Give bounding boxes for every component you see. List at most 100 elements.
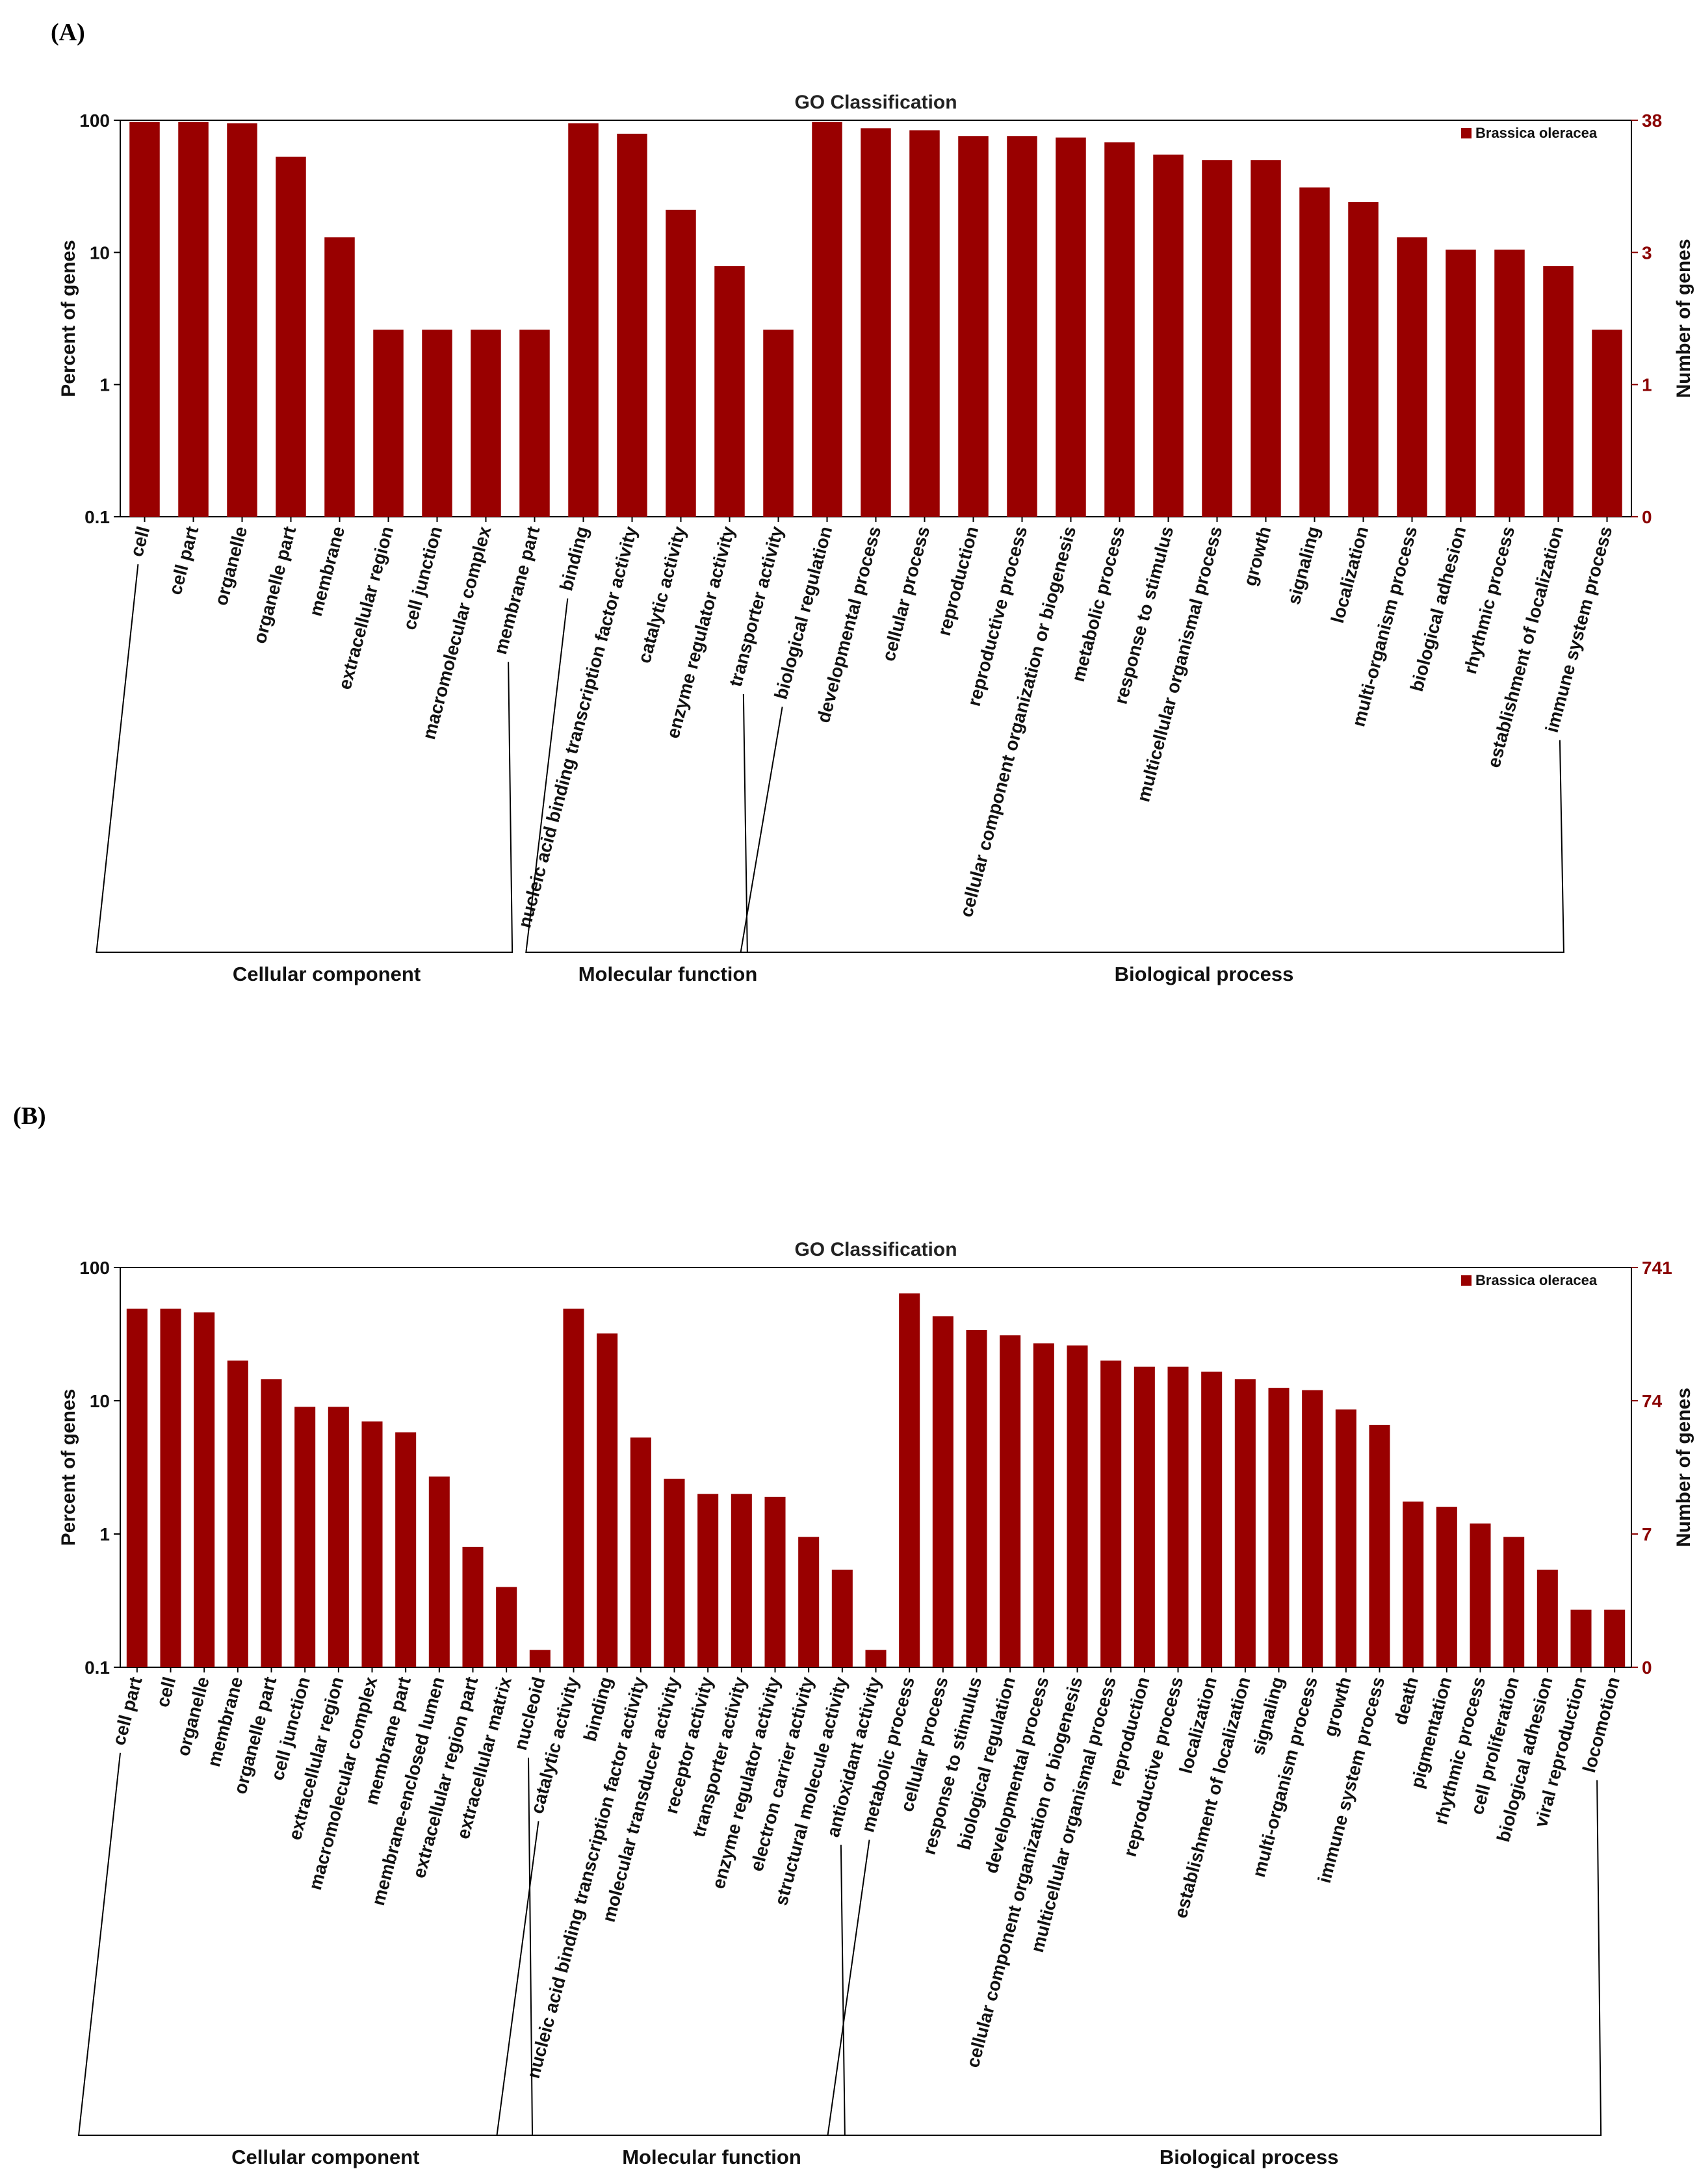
- bar: [1234, 1379, 1256, 1667]
- bar: [1543, 266, 1574, 517]
- category-label: growth: [1239, 525, 1275, 588]
- bar: [361, 1421, 383, 1667]
- category-label: multi-organism process: [1249, 1675, 1321, 1880]
- y-right-tick-label: 3: [1642, 242, 1652, 263]
- group-label: Cellular component: [231, 2146, 419, 2168]
- panel-a-label: (A): [51, 19, 85, 46]
- bar: [1335, 1409, 1356, 1667]
- category-label: catalytic activity: [634, 524, 690, 665]
- bar: [1000, 1335, 1021, 1667]
- legend-label: Brassica oleracea: [1475, 125, 1598, 141]
- bar: [227, 1360, 248, 1667]
- y-tick-label: 0.1: [84, 507, 110, 527]
- category-label: growth: [1320, 1675, 1355, 1739]
- bar: [1302, 1390, 1323, 1667]
- group-bracket: [525, 598, 748, 953]
- category-label: membrane: [305, 525, 349, 619]
- chart-a: GO Classification 100 38 10 3 1 1 0.1 0 Percent o…: [58, 92, 1694, 985]
- category-label: death: [1390, 1675, 1422, 1727]
- bar: [966, 1330, 987, 1667]
- group-label: Molecular function: [622, 2146, 801, 2168]
- y-right-tick-label: 741: [1642, 1258, 1672, 1278]
- legend-swatch: [1461, 128, 1472, 138]
- y-right-tick-label: 7: [1642, 1524, 1652, 1544]
- bar: [630, 1437, 651, 1667]
- y-right-tick-label: 38: [1642, 110, 1662, 131]
- legend-swatch: [1461, 1275, 1472, 1286]
- bar: [276, 157, 306, 517]
- bar: [496, 1587, 517, 1667]
- group-bracket: [740, 707, 1564, 953]
- bar: [471, 330, 501, 517]
- bar: [428, 1476, 450, 1667]
- category-label: metabolic process: [1068, 525, 1129, 684]
- group-label: Cellular component: [233, 963, 421, 985]
- category-label: nucleoid: [510, 1675, 549, 1752]
- group-label: Biological process: [1160, 2146, 1339, 2168]
- bar: [462, 1546, 484, 1667]
- bar: [1348, 202, 1379, 517]
- category-label: cellular component organization or bioge…: [956, 525, 1080, 920]
- bar: [328, 1407, 349, 1667]
- category-label: establishment of localization: [1171, 1675, 1254, 1921]
- bar: [597, 1333, 618, 1667]
- bar: [568, 123, 599, 517]
- category-label: organelle part: [249, 525, 300, 646]
- y-tick-label: 0.1: [84, 1658, 110, 1678]
- y-right-axis-title: Number of genes: [1673, 239, 1694, 398]
- bar: [909, 130, 940, 517]
- y-axis-title: Percent of genes: [58, 1389, 79, 1546]
- bar: [1067, 1345, 1088, 1667]
- bar: [932, 1316, 953, 1667]
- bar: [1056, 137, 1086, 517]
- bar: [1202, 160, 1232, 517]
- group-bracket: [496, 1821, 846, 2136]
- group-bracket: [827, 1780, 1602, 2136]
- bar: [126, 1308, 148, 1667]
- bar: [1436, 1507, 1457, 1667]
- bar: [861, 128, 891, 517]
- legend-label: Brassica oleracea: [1475, 1272, 1598, 1288]
- bar: [1153, 154, 1184, 517]
- bar: [1251, 160, 1281, 517]
- bar: [1100, 1360, 1122, 1667]
- category-label: cell: [126, 525, 153, 559]
- bar: [1007, 136, 1037, 517]
- y-tick-label: 10: [90, 1391, 110, 1411]
- category-label: binding: [580, 1675, 616, 1744]
- y-right-tick-label: 0: [1642, 507, 1652, 527]
- bar: [519, 330, 550, 517]
- group-label: Biological process: [1115, 963, 1294, 985]
- category-label: cell: [152, 1675, 179, 1710]
- bar: [764, 1496, 786, 1667]
- category-label: cell junction: [399, 525, 446, 632]
- bar: [1503, 1537, 1525, 1667]
- bar: [227, 123, 257, 517]
- bar: [1494, 250, 1525, 517]
- bar: [763, 330, 794, 517]
- bar: [865, 1650, 887, 1667]
- category-label: nucleic acid binding transcription facto…: [514, 524, 641, 930]
- category-label: membrane part: [490, 525, 543, 656]
- bar: [1134, 1366, 1155, 1667]
- bar: [714, 266, 745, 517]
- bar: [129, 122, 160, 517]
- group-bracket: [96, 564, 513, 953]
- category-label: rhythmic process: [1460, 525, 1518, 676]
- category-label: extracellular region: [334, 525, 397, 692]
- category-label: reproduction: [934, 525, 983, 638]
- bar: [731, 1494, 752, 1667]
- bar: [294, 1407, 316, 1667]
- bar: [664, 1478, 685, 1667]
- bar: [1033, 1343, 1054, 1667]
- category-label: signaling: [1284, 525, 1324, 607]
- category-label: signaling: [1248, 1675, 1288, 1758]
- bar: [1167, 1366, 1189, 1667]
- bar: [563, 1308, 584, 1667]
- category-label: immune system process: [1314, 1675, 1389, 1886]
- y-right-axis-title: Number of genes: [1673, 1388, 1694, 1547]
- y-axis-title: Percent of genes: [58, 240, 79, 397]
- bar: [261, 1379, 282, 1667]
- chart-title: GO Classification: [794, 92, 957, 113]
- bar: [899, 1293, 920, 1667]
